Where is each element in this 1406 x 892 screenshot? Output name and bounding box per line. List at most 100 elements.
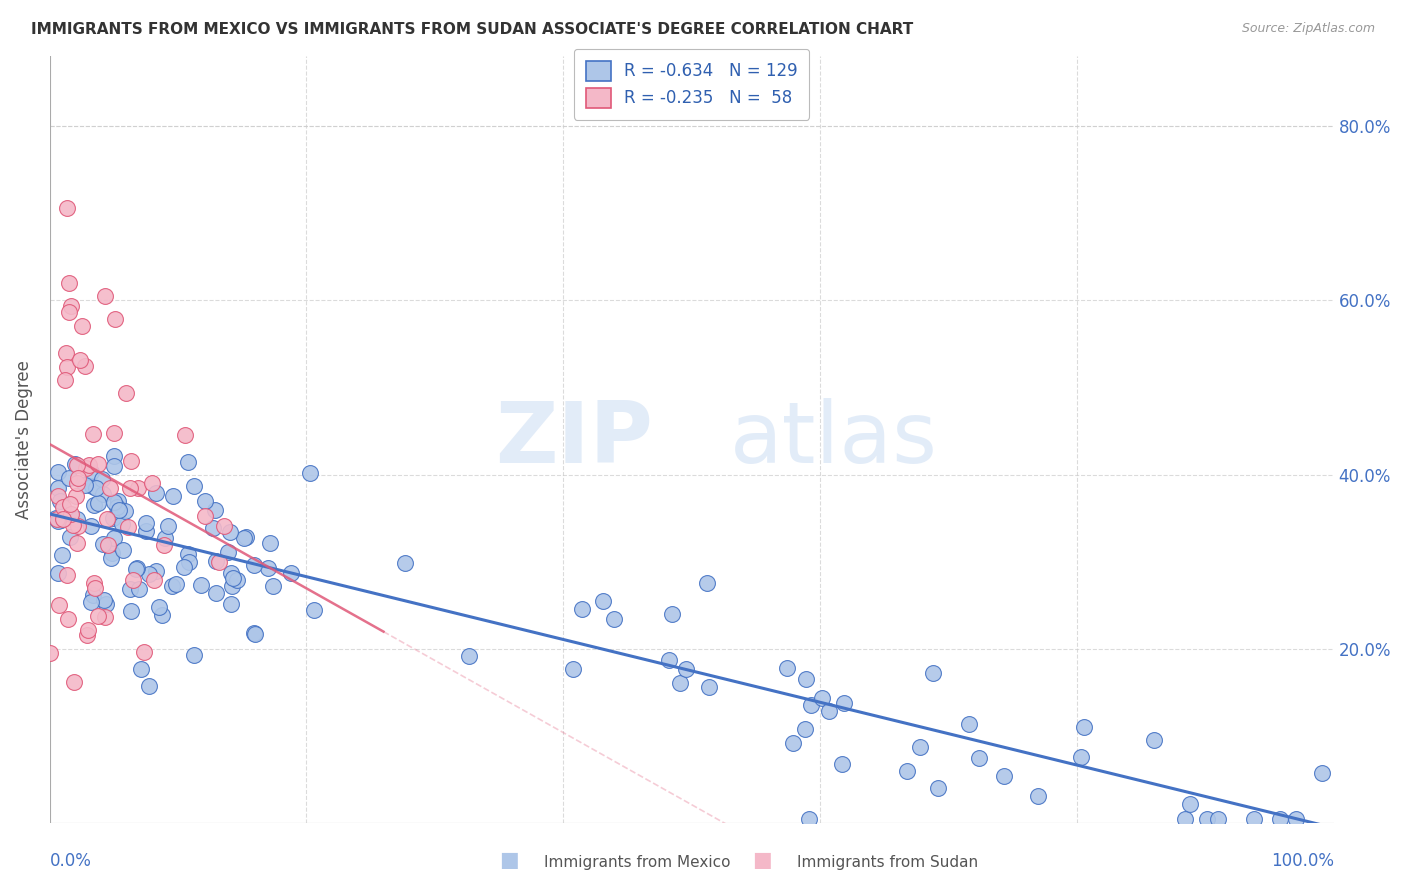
Point xyxy=(810,691,832,706)
Legend: R = -0.634   N = 129, R = -0.235   N =  58: R = -0.634 N = 129, R = -0.235 N = 58 xyxy=(574,49,810,120)
Point xyxy=(77,458,100,472)
Point xyxy=(62,674,84,689)
Point xyxy=(46,465,69,479)
Point xyxy=(302,603,325,617)
Point xyxy=(799,812,821,826)
Point xyxy=(59,530,82,544)
Point xyxy=(114,504,136,518)
Point xyxy=(243,558,266,572)
Point xyxy=(94,289,117,303)
Point xyxy=(96,512,118,526)
Point xyxy=(46,481,69,495)
Point xyxy=(190,577,212,591)
Point xyxy=(219,566,242,580)
Point xyxy=(59,299,82,313)
Point xyxy=(222,571,245,585)
Point xyxy=(125,561,148,575)
Point xyxy=(48,599,70,613)
Text: Immigrants from Sudan: Immigrants from Sudan xyxy=(797,855,979,870)
Point xyxy=(217,544,239,558)
Point xyxy=(87,609,110,624)
Point xyxy=(111,516,134,531)
Point xyxy=(93,593,115,607)
Point xyxy=(202,521,225,535)
Point xyxy=(121,454,143,468)
Point xyxy=(127,481,149,495)
Point xyxy=(696,576,718,591)
Point xyxy=(65,457,87,471)
Point xyxy=(155,532,177,546)
Point xyxy=(91,487,114,501)
Point xyxy=(145,565,167,579)
Point xyxy=(58,471,80,485)
Point xyxy=(571,602,593,616)
Point xyxy=(107,493,129,508)
Text: IMMIGRANTS FROM MEXICO VS IMMIGRANTS FROM SUDAN ASSOCIATE'S DEGREE CORRELATION C: IMMIGRANTS FROM MEXICO VS IMMIGRANTS FRO… xyxy=(31,22,912,37)
Point xyxy=(204,586,226,600)
Point xyxy=(49,494,72,508)
Point xyxy=(87,496,110,510)
Point xyxy=(208,555,231,569)
Text: Immigrants from Mexico: Immigrants from Mexico xyxy=(544,855,731,870)
Point xyxy=(776,661,799,675)
Point xyxy=(896,764,918,778)
Point xyxy=(66,535,89,549)
Point xyxy=(80,479,103,493)
Text: ■: ■ xyxy=(752,850,772,870)
Point xyxy=(235,530,257,544)
Point xyxy=(592,594,614,608)
Point xyxy=(212,518,235,533)
Text: atlas: atlas xyxy=(730,399,938,482)
Point xyxy=(101,545,124,559)
Point xyxy=(84,581,107,595)
Point xyxy=(135,524,157,538)
Point xyxy=(957,716,980,731)
Point xyxy=(103,495,125,509)
Point xyxy=(115,385,138,400)
Point xyxy=(87,458,110,472)
Point xyxy=(73,359,96,373)
Point xyxy=(162,489,184,503)
Point xyxy=(669,676,692,690)
Point xyxy=(66,512,89,526)
Point xyxy=(52,512,75,526)
Point xyxy=(52,500,75,515)
Point xyxy=(1310,766,1333,780)
Point xyxy=(1178,797,1201,811)
Point xyxy=(82,427,104,442)
Point xyxy=(45,511,67,525)
Point xyxy=(111,542,134,557)
Point xyxy=(177,547,200,561)
Text: Source: ZipAtlas.com: Source: ZipAtlas.com xyxy=(1241,22,1375,36)
Point xyxy=(1073,720,1095,734)
Point xyxy=(221,578,243,592)
Point xyxy=(458,649,481,664)
Point xyxy=(280,566,302,581)
Point xyxy=(394,556,416,570)
Point xyxy=(1243,812,1265,826)
Point xyxy=(125,562,148,576)
Point xyxy=(194,508,217,523)
Text: ZIP: ZIP xyxy=(495,399,654,482)
Point xyxy=(94,610,117,624)
Point xyxy=(782,736,804,750)
Point xyxy=(138,679,160,693)
Point xyxy=(1070,750,1092,764)
Point xyxy=(157,519,180,533)
Point xyxy=(145,486,167,500)
Point xyxy=(697,680,720,694)
Point xyxy=(97,538,120,552)
Point xyxy=(794,723,817,737)
Point xyxy=(603,612,626,626)
Point xyxy=(66,519,89,533)
Point xyxy=(103,458,125,473)
Point xyxy=(83,575,105,590)
Point xyxy=(45,511,67,525)
Point xyxy=(243,625,266,640)
Point xyxy=(160,579,183,593)
Point xyxy=(183,648,205,663)
Point xyxy=(46,566,69,580)
Point xyxy=(107,502,129,516)
Text: 100.0%: 100.0% xyxy=(1271,852,1334,870)
Point xyxy=(908,740,931,755)
